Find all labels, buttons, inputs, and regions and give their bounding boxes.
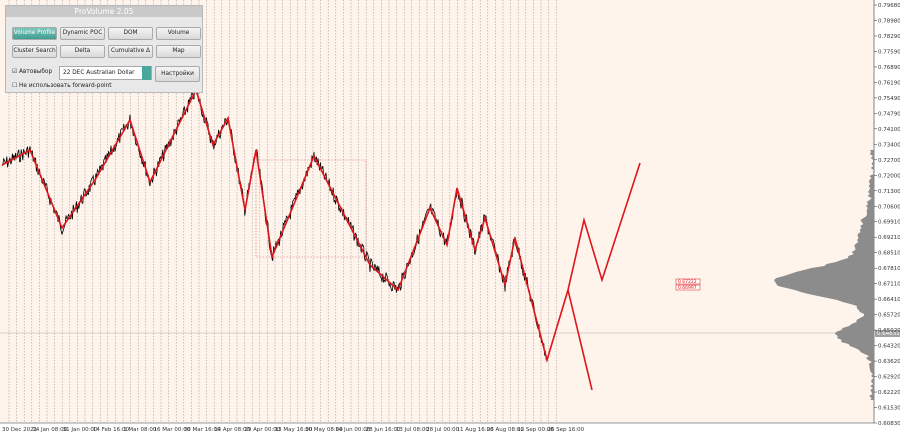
time-label: 14 Jun 00:00	[335, 427, 370, 433]
current-price: 0.64631	[877, 331, 900, 337]
instrument-select[interactable]: 22 DEC Australian Dollar	[59, 66, 152, 80]
current-price-tag	[875, 330, 900, 337]
time-label: 28 Jun 16:00	[366, 427, 401, 433]
checkbox-label: Автовыбор	[19, 69, 53, 75]
price-label: 0.64320	[878, 344, 900, 350]
tool-button[interactable]: Delta	[60, 45, 105, 58]
zigzag	[1, 87, 641, 363]
time-label: 11 Aug 16:00	[457, 427, 495, 433]
price-label: 0.74790	[878, 111, 900, 117]
price-label: 0.70600	[878, 204, 900, 210]
tool-button[interactable]: Dynamic POC	[60, 27, 105, 40]
price-label: 0.72000	[878, 173, 900, 179]
time-label: 13 Jul 08:00	[396, 427, 429, 433]
time-label: 31 Jan 00:00	[63, 427, 98, 433]
level-label: 0.66997	[678, 285, 697, 291]
tool-button[interactable]: Volume	[156, 27, 201, 40]
price-label: 0.60830	[878, 421, 900, 427]
time-label: 14 Apr 08:00	[214, 427, 250, 433]
price-line	[1, 85, 548, 361]
time-label: 26 Sep 16:00	[547, 427, 584, 433]
time-label: 29 Apr 00:00	[244, 427, 280, 433]
price-label: 0.69910	[878, 220, 900, 226]
price-label: 0.76890	[878, 65, 900, 71]
tool-button[interactable]: Volume Profile	[12, 27, 57, 40]
price-label: 0.78290	[878, 34, 900, 40]
settings-button[interactable]: Настройки	[155, 66, 200, 82]
price-label: 0.76190	[878, 80, 900, 86]
time-label: 30 Mar 16:00	[184, 427, 221, 433]
auto-select-checkbox[interactable]: ☑ Автовыбор	[12, 69, 53, 75]
price-label: 0.73400	[878, 142, 900, 148]
provolume-panel: ProVolume 2.05 Volume Profile Dynamic POC…	[5, 5, 203, 93]
zigzag-branch	[567, 289, 593, 391]
tool-button[interactable]: DOM	[108, 27, 153, 40]
price-label: 0.71300	[878, 189, 900, 195]
price-label: 0.78980	[878, 18, 900, 24]
price-scale	[874, 0, 900, 435]
tool-button[interactable]: Map	[156, 45, 201, 58]
price-label: 0.63620	[878, 359, 900, 365]
tool-button[interactable]: Cluster Search	[12, 45, 57, 58]
range-box	[255, 159, 367, 258]
time-label: 12 Sep 00:00	[517, 427, 554, 433]
price-label: 0.67810	[878, 266, 900, 272]
price-label: 0.61530	[878, 406, 900, 412]
time-label: 26 Aug 08:00	[487, 427, 525, 433]
tool-button[interactable]: Cumulative Δ	[108, 45, 153, 58]
panel-title: ProVolume 2.05	[6, 6, 202, 17]
level-box	[675, 284, 701, 291]
level-label: 0.67222	[678, 279, 697, 285]
price-label: 0.74100	[878, 127, 900, 133]
level-box	[675, 278, 701, 285]
forward-point-checkbox[interactable]: ☐ Не использовать forward-point	[12, 83, 112, 89]
price-label: 0.69210	[878, 235, 900, 241]
price-label: 0.75490	[878, 96, 900, 102]
price-label: 0.62220	[878, 390, 900, 396]
price-label: 0.72700	[878, 158, 900, 164]
time-label: 30 Dec 2021	[2, 427, 37, 433]
time-label: 14 Jan 08:00	[32, 427, 67, 433]
time-label: 30 May 08:00	[305, 427, 343, 433]
price-label: 0.62920	[878, 375, 900, 381]
time-label: 16 Mar 00:00	[154, 427, 191, 433]
volume-profile	[774, 150, 874, 400]
checkbox-label: Не использовать forward-point	[19, 83, 112, 89]
time-label: 28 Jul 00:00	[426, 427, 459, 433]
price-label: 0.77590	[878, 49, 900, 55]
price-label: 0.67110	[878, 282, 900, 288]
price-label: 0.65020	[878, 328, 900, 334]
price-label: 0.65720	[878, 313, 900, 319]
select-arrow[interactable]	[142, 66, 151, 80]
time-label: 14 Feb 16:00	[93, 427, 130, 433]
price-label: 0.79680	[878, 3, 900, 9]
time-label: 13 May 16:00	[275, 427, 313, 433]
time-label: 1 Mar 08:00	[123, 427, 157, 433]
price-label: 0.68510	[878, 251, 900, 257]
price-label: 0.66410	[878, 297, 900, 303]
